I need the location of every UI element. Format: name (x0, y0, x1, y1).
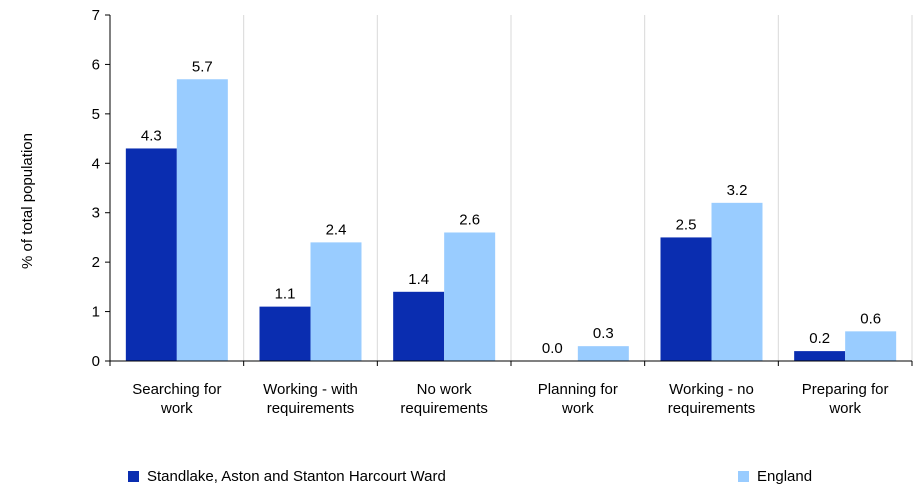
bar (125, 148, 177, 361)
x-tick-label: Working - no requirements (668, 381, 756, 417)
bar (176, 79, 228, 361)
x-tick-label: Planning for work (538, 381, 618, 417)
y-tick-label: 7 (92, 7, 100, 24)
legend-label: Standlake, Aston and Stanton Harcourt Wa… (147, 468, 446, 485)
y-tick-label: 5 (92, 106, 100, 123)
data-label: 1.1 (275, 286, 296, 303)
y-tick-label: 0 (92, 353, 100, 370)
data-label: 4.3 (141, 127, 162, 144)
data-label: 0.0 (542, 340, 563, 357)
bar (711, 202, 763, 361)
bar (660, 237, 712, 361)
data-label: 2.4 (326, 221, 347, 238)
legend: Standlake, Aston and Stanton Harcourt Wa… (128, 468, 812, 485)
bar (794, 351, 846, 361)
axes: 0 1 2 3 4 5 6 7 Searching for work Working - with r… (92, 7, 913, 417)
bar (310, 242, 362, 361)
bar (577, 346, 629, 361)
data-label: 3.2 (727, 182, 748, 199)
y-tick-label: 2 (92, 254, 100, 271)
data-label: 0.2 (809, 330, 830, 347)
legend-swatch (738, 471, 749, 482)
legend-swatch (128, 471, 139, 482)
data-label: 2.6 (459, 211, 480, 228)
y-tick-label: 3 (92, 205, 100, 222)
legend-label: England (757, 468, 812, 485)
data-label: 1.4 (408, 271, 429, 288)
bar (444, 232, 496, 361)
y-tick-label: 6 (92, 56, 100, 73)
data-label: 5.7 (192, 58, 213, 75)
x-tick-label: No work requirements (400, 381, 488, 417)
bar (259, 306, 311, 361)
data-label: 0.6 (860, 310, 881, 327)
bars (125, 79, 897, 361)
bar (845, 331, 897, 361)
data-label: 0.3 (593, 325, 614, 342)
y-axis-label: % of total population (19, 133, 36, 269)
bar (393, 291, 445, 361)
x-tick-label: Preparing for work (802, 381, 889, 417)
x-tick-label: Searching for work (132, 381, 221, 417)
x-tick-label: Working - with requirements (263, 381, 358, 417)
data-label: 2.5 (676, 216, 697, 233)
grid-lines (243, 15, 913, 361)
y-tick-label: 1 (92, 304, 100, 321)
data-labels: 4.3 1.1 1.4 0.0 2.5 0.2 5.7 2.4 2.6 0.3 3.2 0.6 (141, 58, 881, 357)
y-tick-label: 4 (92, 155, 100, 172)
